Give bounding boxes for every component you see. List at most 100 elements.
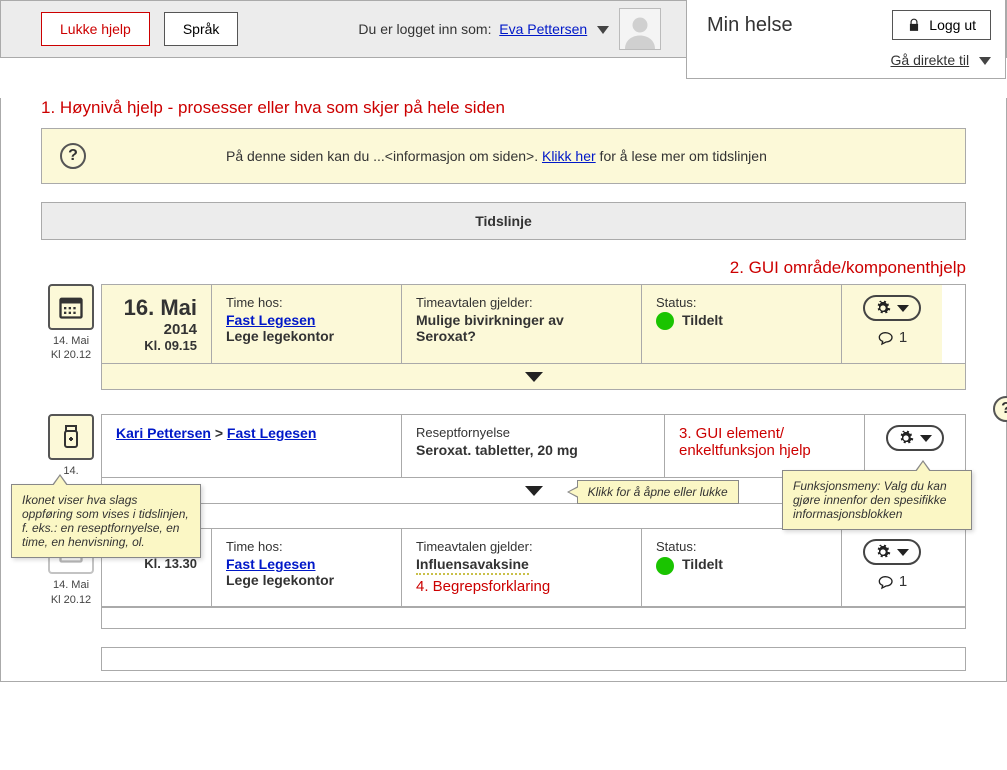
banner-link[interactable]: Klikk her [542,148,596,164]
goto-dropdown[interactable]: Gå direkte til [707,52,991,68]
who-link[interactable]: Fast Legesen [226,312,315,328]
calendar-icon[interactable] [48,284,94,330]
top-right-panel: Min helse Logg ut Gå direkte til [686,0,1006,79]
top-bar: Lukke hjelp Språk Du er logget inn som: … [0,0,1007,58]
login-info: Du er logget inn som: Eva Pettersen [358,21,609,37]
entry-icon-col: 14. [41,414,101,478]
entry-meta: 14. Mai Kl 20.12 [41,334,101,363]
who-link[interactable]: Fast Legesen [226,556,315,572]
tooltip-menu-help: Funksjonsmeny: Valg du kan gjøre innenfo… [782,470,972,530]
logged-in-label: Du er logget inn som: [358,21,491,37]
gear-icon [875,544,891,560]
entry-card: 2014 Kl. 13.30 Time hos: Fast Legesen Le… [101,528,966,607]
comment-indicator[interactable]: 1 [856,573,928,590]
banner-suffix: for å lese mer om tidslinjen [596,148,767,164]
meta-date: 14. Mai [41,334,101,348]
tooltip-expand-help: Klikk for å åpne eller lukke [577,480,739,504]
who-link[interactable]: Fast Legesen [227,425,316,441]
what-label: Timeavtalen gjelder: [416,295,627,310]
entry-time: Kl. 09.15 [116,338,197,353]
meta-time: Kl 20.12 [41,593,101,607]
page-body: 1. Høynivå hjelp - prosesser eller hva s… [0,98,1007,682]
gear-menu-button[interactable] [863,539,921,565]
gear-menu-button[interactable] [863,295,921,321]
entry-card: 16. Mai 2014 Kl. 09.15 Time hos: Fast Le… [101,284,966,364]
expand-bar[interactable] [101,607,966,629]
chevron-down-icon [979,57,991,65]
entry-date-cell: 16. Mai 2014 Kl. 09.15 [102,285,212,363]
close-help-button[interactable]: Lukke hjelp [41,12,150,46]
help-icon[interactable]: ? [60,143,86,169]
what-text: Mulige bivirkninger av Seroxat? [416,312,627,344]
expand-bar[interactable] [101,364,966,390]
entry-status-cell: Status: Tildelt [642,529,842,606]
entry-what-cell: Reseptfornyelse Seroxat. tabletter, 20 m… [402,415,665,477]
comment-count: 1 [899,329,907,346]
entry-who-cell: Kari Pettersen > Fast Legesen [102,415,402,477]
chevron-down-icon [525,486,543,496]
who-link[interactable]: Kari Pettersen [116,425,211,441]
what-label: Reseptfornyelse [416,425,650,440]
entry-icon-col: 14. Mai Kl 20.12 [41,284,101,364]
logout-button[interactable]: Logg ut [892,10,991,40]
timeline-entry: 14. Mai Kl 20.12 16. Mai 2014 Kl. 09.15 … [41,284,966,364]
what-text: Seroxat. tabletter, 20 mg [416,442,650,458]
status-label: Status: [656,295,827,310]
chevron-down-icon [525,372,543,382]
component-help-badge[interactable]: ? [993,396,1007,422]
who-sub: Lege legekontor [226,572,387,588]
comment-count: 1 [899,573,907,590]
comment-icon [877,574,895,590]
user-name-link[interactable]: Eva Pettersen [499,21,587,37]
entry-status-cell: Status: Tildelt [642,285,842,363]
who-label: Time hos: [226,539,387,554]
entry-action-cell: 1 [842,285,942,363]
entry-time: Kl. 13.30 [116,556,197,571]
entry-what-cell: Timeavtalen gjelder: Mulige bivirkninger… [402,285,642,363]
what-text[interactable]: Influensavaksine [416,556,529,575]
gear-menu-button[interactable] [886,425,944,451]
meta-time: Kl 20.12 [41,348,101,362]
chevron-down-icon [897,549,909,556]
comment-indicator[interactable]: 1 [856,329,928,346]
logout-label: Logg ut [929,17,976,33]
annotation-3: 3. GUI element/ enkeltfunksjon hjelp [665,415,865,477]
chevron-down-icon [897,305,909,312]
empty-entry [101,647,966,671]
banner-prefix: På denne siden kan du ...<informasjon om… [226,148,542,164]
meta-date: 14. [41,464,101,478]
banner-text: På denne siden kan du ...<informasjon om… [226,148,767,164]
status-value: Tildelt [682,312,723,328]
annotation-4: 4. Begrepsforklaring [416,578,627,595]
who-label: Time hos: [226,295,387,310]
chevron-down-icon[interactable] [597,26,609,34]
entry-meta: 14. Mai Kl 20.12 [41,578,101,607]
entry-who-cell: Time hos: Fast Legesen Lege legekontor [212,285,402,363]
who-sub: Lege legekontor [226,328,387,344]
what-label: Timeavtalen gjelder: [416,539,627,554]
comment-icon [877,330,895,346]
chevron-down-icon [920,435,932,442]
prescription-icon[interactable] [48,414,94,460]
timeline-header: Tidslinje [41,202,966,240]
avatar[interactable] [619,8,661,50]
status-dot-icon [656,557,674,575]
entry-card: Kari Pettersen > Fast Legesen Reseptforn… [101,414,966,478]
entry-who-cell: Time hos: Fast Legesen Lege legekontor [212,529,402,606]
tooltip-icon-help: Ikonet viser hva slags oppføring som vis… [11,484,201,558]
status-value: Tildelt [682,556,723,572]
meta-date: 14. Mai [41,578,101,592]
annotation-1: 1. Høynivå hjelp - prosesser eller hva s… [41,98,966,118]
entry-action-cell: 1 [842,529,942,606]
timeline-entry: 14. Kari Pettersen > Fast Legesen Resept… [41,414,966,478]
entry-meta: 14. [41,464,101,478]
entry-date: 16. Mai [116,295,197,321]
status-dot-icon [656,312,674,330]
goto-label: Gå direkte til [891,52,970,68]
gear-icon [875,300,891,316]
entry-year: 2014 [116,321,197,338]
app-title: Min helse [707,14,793,37]
language-button[interactable]: Språk [164,12,239,46]
entry-what-cell: Timeavtalen gjelder: Influensavaksine 4.… [402,529,642,606]
gear-icon [898,430,914,446]
